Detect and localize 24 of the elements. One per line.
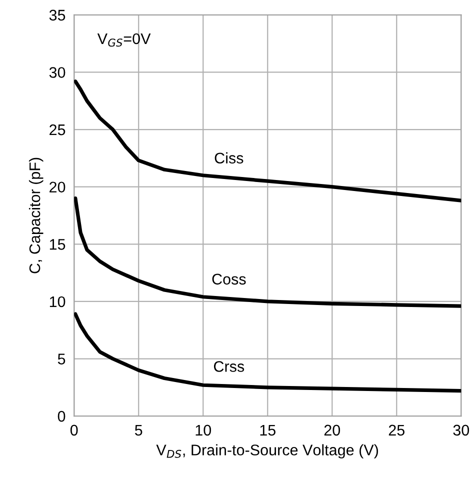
x-tick-label: 10	[196, 424, 212, 436]
x-tick-label: 20	[324, 424, 340, 436]
series-label: Coss	[212, 274, 246, 285]
y-tick-label: 5	[58, 354, 66, 364]
y-tick-label: 15	[50, 239, 66, 250]
line-series	[74, 196, 462, 308]
y-tick-label: 0	[58, 410, 66, 422]
x-axis-title: V$_{DS}$, Drain-to-Source Voltage (V)	[156, 444, 378, 458]
y-tick-label: 35	[49, 10, 66, 21]
line-series	[74, 312, 462, 393]
x-tick-label: 15	[260, 424, 276, 436]
x-tick-label: 0	[70, 424, 78, 436]
y-tick-label: 10	[50, 296, 66, 308]
x-tick-label: 5	[134, 424, 142, 436]
series-label: Crss	[214, 361, 244, 372]
y-tick-label: 30	[49, 67, 66, 78]
x-tick-label: 25	[388, 424, 404, 436]
y-axis-title: C, Capacitor (pF)	[28, 158, 44, 274]
annotation: V$_{GS}$=0V	[97, 33, 151, 47]
y-tick-label: 25	[50, 124, 66, 136]
y-tick-label: 20	[50, 182, 66, 193]
x-tick-label: 30	[453, 424, 470, 436]
series-label: Ciss	[214, 152, 244, 164]
line-series	[74, 80, 462, 202]
